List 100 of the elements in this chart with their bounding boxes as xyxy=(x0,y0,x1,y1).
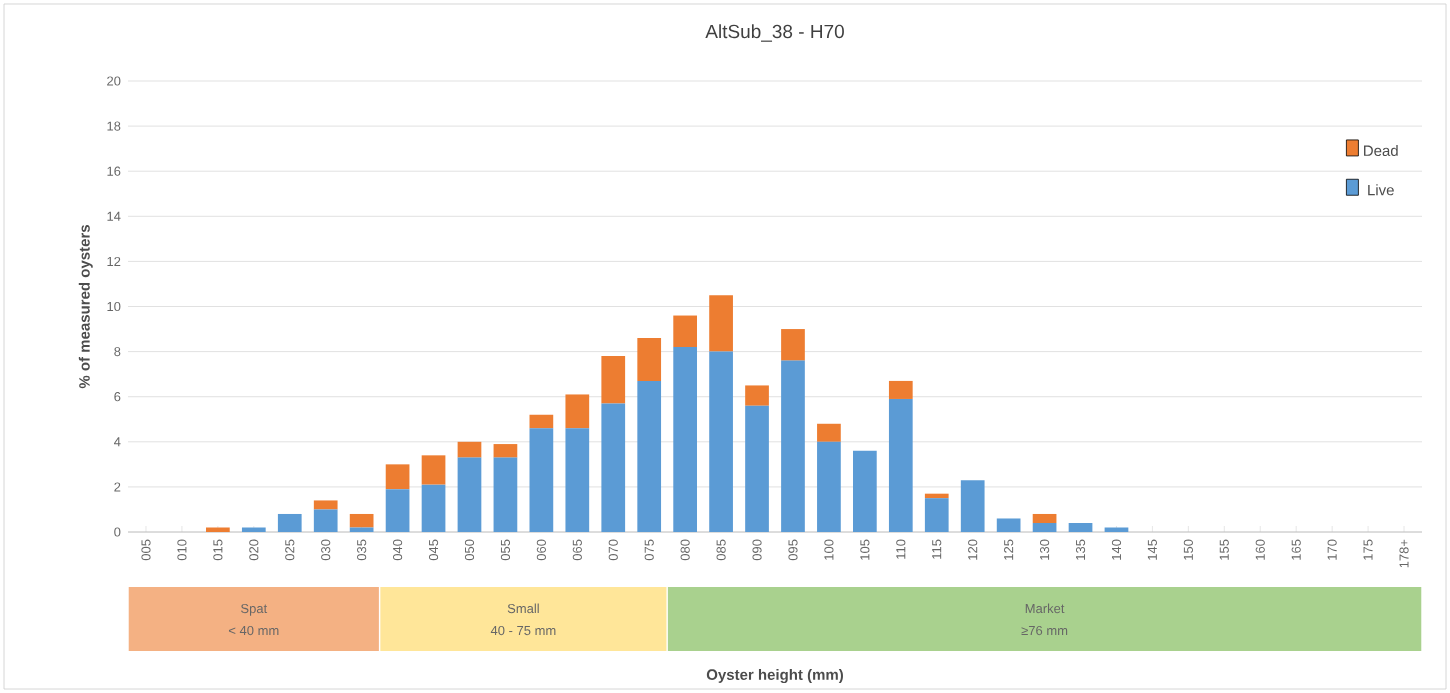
bar xyxy=(241,527,266,532)
x-tick-label: 075 xyxy=(644,539,654,561)
x-tick-label: 175 xyxy=(1363,539,1373,560)
bar xyxy=(817,441,841,532)
x-tick-label: 150 xyxy=(1183,539,1193,560)
bar xyxy=(853,450,877,532)
x-tick-label: 140 xyxy=(1111,539,1122,560)
text: < 40 mm xyxy=(228,625,279,636)
text: Spat xyxy=(241,603,268,616)
x-tick-label: 110 xyxy=(896,539,906,559)
x-tick-label: 060 xyxy=(536,539,546,561)
y-tick-label: 18 xyxy=(107,121,121,131)
bar xyxy=(385,464,410,490)
x-tick-label: 025 xyxy=(285,539,295,561)
x-tick-label: 020 xyxy=(249,539,259,561)
x-tick-label: 050 xyxy=(464,539,475,561)
x-tick-label: 030 xyxy=(321,539,331,561)
y-tick-label: 6 xyxy=(114,392,121,402)
x-tick-label: 170 xyxy=(1327,539,1337,560)
bar xyxy=(349,513,374,528)
y-tick-label: 2 xyxy=(114,482,121,492)
x-tick-label: 178+ xyxy=(1399,539,1409,568)
bar xyxy=(493,444,518,458)
x-tick-label: 160 xyxy=(1255,539,1265,560)
y-tick-label: 0 xyxy=(114,527,121,537)
bar xyxy=(565,428,590,532)
x-tick-label: 055 xyxy=(500,539,511,561)
x-tick-label: 035 xyxy=(357,539,367,561)
bar xyxy=(277,513,302,532)
bar xyxy=(781,360,805,532)
x-tick-label: 085 xyxy=(716,539,726,561)
bar xyxy=(313,500,338,510)
text: 40 - 75 mm xyxy=(490,625,556,636)
bar xyxy=(529,414,554,429)
x-tick-label: 130 xyxy=(1040,539,1050,560)
y-tick-label: 12 xyxy=(107,256,121,266)
x-tick-label: 115 xyxy=(932,539,942,559)
bar xyxy=(421,455,446,485)
bar xyxy=(709,351,733,532)
x-tick-label: 120 xyxy=(968,539,978,560)
bar xyxy=(493,457,518,532)
y-tick-label: 16 xyxy=(107,166,121,176)
bar xyxy=(529,428,554,532)
bar xyxy=(996,518,1021,532)
bar xyxy=(817,423,841,442)
bar xyxy=(1104,527,1129,532)
bar xyxy=(457,441,482,458)
x-tick-label: 095 xyxy=(788,539,798,561)
bar xyxy=(888,398,913,532)
chart-title: AltSub_38 - H70 xyxy=(705,24,844,42)
bar xyxy=(637,338,662,381)
bar xyxy=(601,403,626,532)
x-tick-label: 040 xyxy=(393,539,403,561)
x-tick-label: 015 xyxy=(213,539,223,561)
x-tick-label: 080 xyxy=(680,539,690,561)
x-tick-label: 070 xyxy=(608,539,618,561)
bar xyxy=(637,380,662,532)
bar xyxy=(349,527,374,532)
text: Oyster height (mm) xyxy=(706,668,843,684)
bar xyxy=(709,295,733,352)
y-tick-label: 8 xyxy=(114,347,121,357)
y-tick-label: 10 xyxy=(107,301,121,312)
bar xyxy=(673,315,697,348)
text: Small xyxy=(507,603,539,614)
bar xyxy=(924,493,949,499)
x-tick-label: 155 xyxy=(1219,539,1229,560)
bar xyxy=(673,347,697,532)
x-tick-label: 145 xyxy=(1147,539,1157,560)
text: ≥76 mm xyxy=(1021,625,1068,636)
bar xyxy=(385,489,410,532)
bar xyxy=(924,498,949,532)
x-tick-label: 100 xyxy=(824,539,834,560)
y-tick-label: 20 xyxy=(107,76,121,86)
bar xyxy=(1032,522,1057,532)
x-tick-label: 135 xyxy=(1075,539,1086,560)
y-tick-label: 14 xyxy=(107,211,121,221)
bar xyxy=(206,527,230,532)
legend-label: Dead xyxy=(1364,145,1398,157)
y-tick-label: 4 xyxy=(114,437,121,447)
bar xyxy=(601,356,626,404)
bar xyxy=(457,457,482,532)
bar xyxy=(1032,513,1057,523)
text: Market xyxy=(1025,603,1065,614)
bar xyxy=(565,394,590,429)
bar xyxy=(960,480,985,532)
bar xyxy=(1068,522,1093,532)
bar xyxy=(745,385,769,406)
bar xyxy=(313,509,338,532)
x-tick-label: 125 xyxy=(1004,539,1014,560)
x-tick-label: 065 xyxy=(572,539,582,561)
y-axis-title: % of measured oysters xyxy=(78,225,93,389)
x-tick-label: 165 xyxy=(1291,539,1301,560)
bar xyxy=(745,405,769,532)
bar xyxy=(888,380,913,399)
x-tick-label: 090 xyxy=(752,539,762,561)
x-tick-label: 105 xyxy=(860,539,870,560)
x-tick-label: 010 xyxy=(177,539,187,561)
bar xyxy=(781,329,805,361)
legend-label: Live xyxy=(1368,184,1394,196)
x-tick-label: 045 xyxy=(428,539,439,561)
